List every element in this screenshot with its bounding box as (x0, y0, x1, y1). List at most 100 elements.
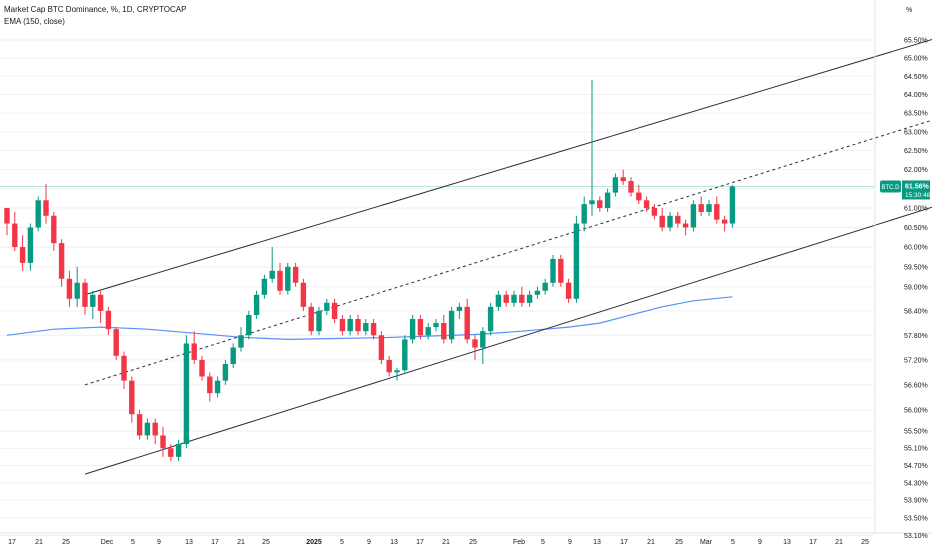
candle[interactable] (480, 327, 486, 365)
candle[interactable] (721, 215, 728, 232)
candle[interactable] (472, 335, 478, 360)
candle[interactable] (113, 327, 119, 360)
candle[interactable] (495, 290, 502, 311)
candle[interactable] (589, 79, 595, 216)
candle[interactable] (394, 368, 400, 381)
candle[interactable] (19, 235, 26, 271)
candle[interactable] (565, 278, 572, 303)
candle[interactable] (667, 211, 673, 232)
candle[interactable] (207, 372, 213, 402)
candle[interactable] (183, 335, 190, 449)
candle[interactable] (199, 355, 205, 381)
candle[interactable] (370, 318, 377, 340)
candle[interactable] (191, 331, 197, 365)
channel-mid-line[interactable] (84, 109, 932, 386)
candle[interactable] (246, 310, 252, 340)
candle[interactable] (628, 177, 634, 197)
candle[interactable] (269, 247, 275, 283)
candle[interactable] (4, 208, 10, 236)
candle[interactable] (441, 314, 447, 344)
candle[interactable] (690, 200, 697, 232)
candle[interactable] (519, 286, 525, 307)
candle[interactable] (121, 351, 127, 389)
candle[interactable] (363, 318, 369, 336)
candle[interactable] (378, 331, 385, 365)
candle[interactable] (35, 196, 41, 232)
candle[interactable] (105, 306, 112, 336)
candle[interactable] (698, 196, 704, 216)
candle[interactable] (456, 302, 463, 319)
candle[interactable] (636, 184, 642, 205)
candle[interactable] (542, 278, 548, 295)
candle[interactable] (347, 314, 353, 336)
candle[interactable] (214, 376, 221, 398)
channel-upper-line[interactable] (84, 29, 932, 296)
candle[interactable] (448, 306, 455, 344)
candle[interactable] (620, 169, 626, 185)
candle[interactable] (503, 290, 509, 307)
candle[interactable] (58, 239, 65, 287)
candle[interactable] (402, 335, 408, 373)
candle[interactable] (339, 314, 346, 336)
candle[interactable] (597, 196, 603, 212)
candle[interactable] (729, 184, 736, 228)
candle[interactable] (136, 409, 143, 440)
candle[interactable] (316, 306, 322, 336)
candle[interactable] (51, 211, 57, 252)
candle[interactable] (230, 343, 236, 369)
candle[interactable] (417, 314, 424, 340)
candle[interactable] (331, 298, 338, 324)
candle[interactable] (714, 196, 720, 224)
candle[interactable] (168, 443, 174, 462)
candle[interactable] (222, 359, 229, 385)
candle[interactable] (160, 426, 166, 457)
candle[interactable] (659, 208, 665, 232)
candle[interactable] (433, 318, 439, 332)
candle[interactable] (526, 290, 533, 307)
candle[interactable] (558, 254, 564, 287)
candle[interactable] (43, 184, 49, 224)
ema-indicator-label[interactable]: EMA (150, close) (4, 17, 65, 26)
candle[interactable] (152, 418, 158, 444)
candle[interactable] (706, 200, 712, 216)
candle[interactable] (550, 254, 556, 287)
candle[interactable] (651, 204, 658, 220)
candle[interactable] (511, 290, 517, 307)
candle[interactable] (581, 196, 587, 232)
candle[interactable] (277, 262, 283, 295)
candle[interactable] (285, 262, 291, 295)
candle[interactable] (66, 270, 73, 307)
candle[interactable] (129, 376, 135, 423)
candle[interactable] (643, 196, 650, 212)
candle[interactable] (409, 314, 416, 344)
candle[interactable] (82, 278, 88, 315)
candle[interactable] (487, 302, 494, 336)
candle[interactable] (534, 286, 541, 299)
candle[interactable] (386, 355, 392, 377)
candle[interactable] (612, 173, 619, 197)
candle[interactable] (308, 302, 314, 336)
candle[interactable] (175, 439, 182, 462)
candle[interactable] (292, 262, 299, 287)
candle[interactable] (324, 298, 330, 315)
candle[interactable] (144, 418, 151, 440)
candle[interactable] (604, 188, 611, 212)
candle[interactable] (27, 223, 34, 271)
channel-lower-line[interactable] (84, 196, 932, 475)
candle-body (183, 343, 190, 444)
candle[interactable] (74, 266, 80, 307)
candle[interactable] (300, 278, 307, 311)
candle[interactable] (97, 290, 104, 324)
candle[interactable] (573, 215, 580, 303)
candle[interactable] (12, 211, 18, 252)
candle[interactable] (675, 211, 681, 228)
candle[interactable] (464, 298, 470, 344)
candle[interactable] (238, 327, 244, 352)
candle[interactable] (90, 290, 96, 319)
candle[interactable] (253, 290, 260, 319)
candle[interactable] (682, 219, 689, 236)
candle[interactable] (261, 274, 268, 299)
candle[interactable] (355, 314, 361, 336)
candle[interactable] (425, 323, 431, 340)
